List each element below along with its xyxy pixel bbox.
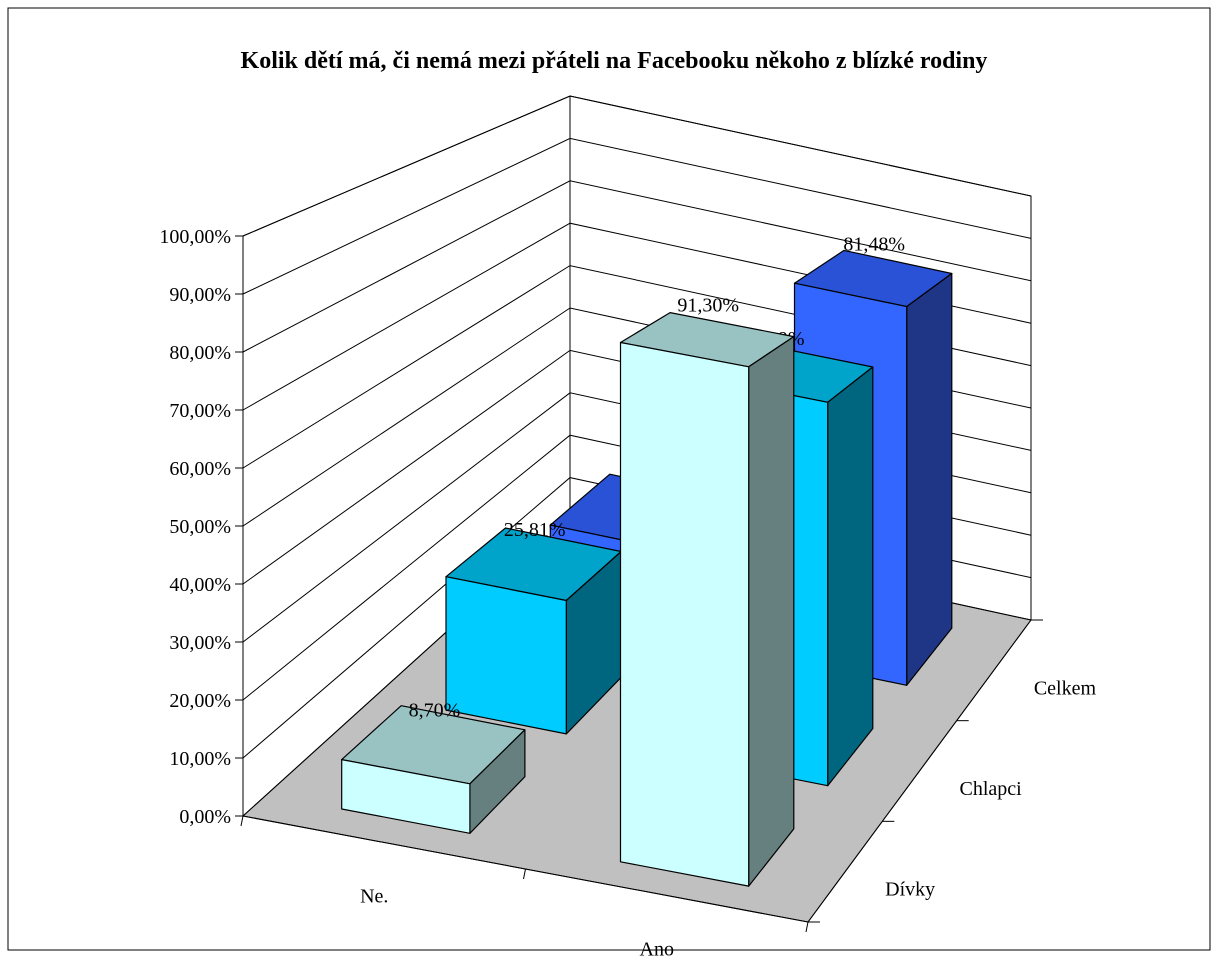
data-label: 91,30%	[677, 295, 739, 317]
data-label: 81,48%	[843, 233, 905, 255]
series-axis-labels: Celkem Chlapci Dívky	[885, 677, 1096, 900]
x-tick-mark	[240, 815, 244, 827]
y-tick-label: 40,00%	[169, 574, 231, 596]
y-tick-label: 90,00%	[169, 284, 231, 306]
bar-chlapci-1	[445, 527, 622, 735]
data-label: 25,81%	[504, 519, 566, 541]
y-tick-label: 50,00%	[169, 516, 231, 538]
bar-dívky-1	[341, 705, 526, 834]
chart-title: Kolik dětí má, či nemá mezi přáteli na F…	[241, 48, 988, 74]
depth-axis-line	[807, 619, 1032, 923]
bar-front-face	[341, 758, 471, 834]
x-tick-mark	[805, 921, 809, 933]
bar-side-face	[906, 272, 953, 686]
bars: 181,48%25,81%9%8,70%91,30%	[341, 233, 953, 887]
x-tick-mark	[523, 868, 526, 880]
gridline	[242, 95, 1032, 237]
x-category-label: Ne.	[360, 886, 388, 908]
y-tick-label: 70,00%	[169, 400, 231, 422]
bar-side-face	[827, 366, 874, 787]
y-tick-label: 60,00%	[169, 458, 231, 480]
y-tick-label: 20,00%	[169, 690, 231, 712]
axes	[240, 619, 1043, 933]
y-tick-label: 30,00%	[169, 632, 231, 654]
bar-side-face	[748, 336, 795, 887]
x-category-label: Ano	[640, 939, 674, 958]
series-axis-label: Chlapci	[960, 778, 1023, 800]
y-tick-label: 10,00%	[169, 748, 231, 770]
y-tick-label: 80,00%	[169, 342, 231, 364]
bar-front-face	[619, 341, 750, 887]
gridline	[242, 137, 1032, 295]
gridline	[242, 180, 1032, 353]
y-tick-label: 100,00%	[159, 226, 231, 248]
y-tick-label: 0,00%	[179, 806, 231, 828]
series-axis-label: Celkem	[1034, 677, 1097, 699]
series-axis-label: Dívky	[885, 879, 935, 901]
y-axis-tick-labels: 0,00% 10,00% 20,00% 30,00% 40,00% 50,00% 60,00…	[159, 226, 243, 828]
category-labels: Ne. Ano	[360, 886, 674, 958]
bar-front-face	[445, 576, 567, 735]
bar-dívky-2	[619, 312, 795, 887]
data-label: 8,70%	[409, 700, 461, 722]
